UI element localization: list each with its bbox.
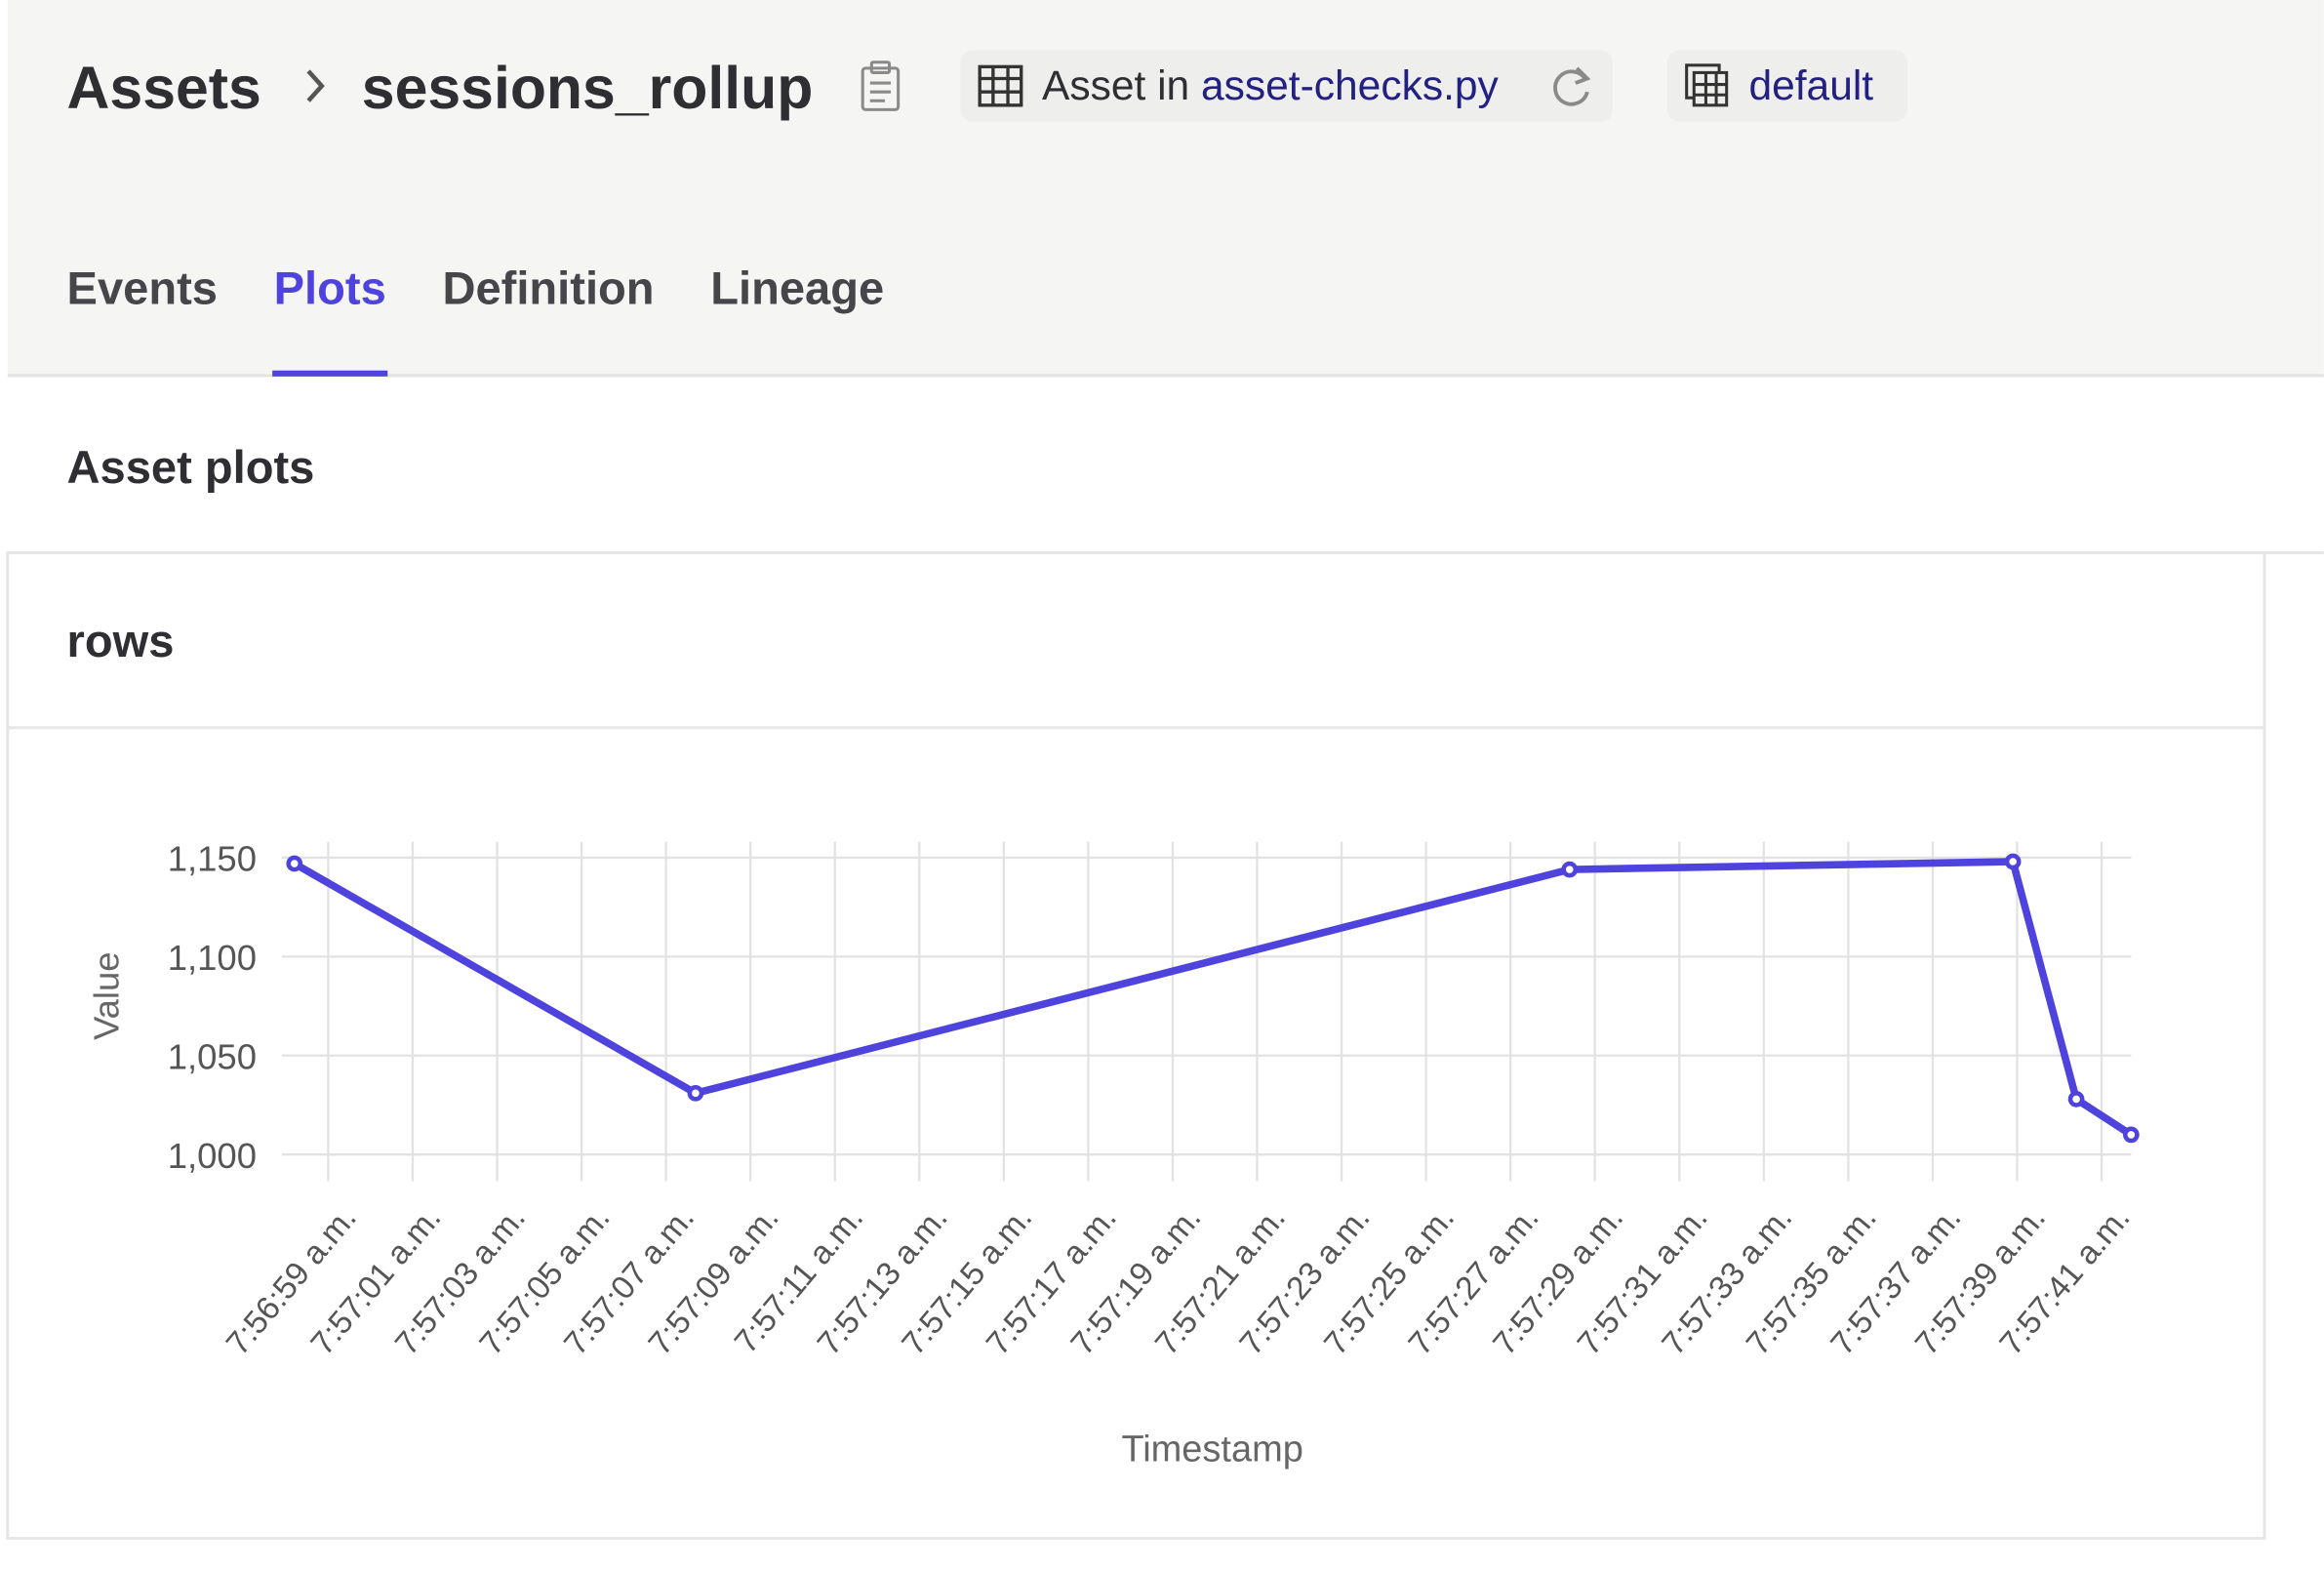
table-icon — [978, 64, 1023, 107]
data-point[interactable] — [2067, 1091, 2085, 1108]
y-tick-label: 1,100 — [168, 938, 257, 978]
location-link[interactable]: asset-checks.py — [1201, 63, 1500, 109]
data-point[interactable] — [687, 1084, 704, 1102]
tab[interactable]: Plots — [274, 262, 386, 313]
tab-bar: Events Plots Definition Lineage — [67, 262, 884, 377]
plot-card — [6, 551, 2266, 1541]
reload-icon[interactable] — [1553, 66, 1591, 106]
y-tick-label: 1,000 — [168, 1136, 257, 1176]
y-axis-label: Value — [87, 951, 127, 1039]
code-location-icon — [1685, 63, 1729, 107]
x-axis-label: Timestamp — [1121, 1430, 1302, 1470]
active-tab-indicator — [272, 370, 388, 377]
data-line — [292, 858, 2134, 1139]
section-title: Asset plots — [67, 441, 315, 493]
y-tick-label: 1,050 — [168, 1036, 257, 1076]
tab[interactable]: Definition — [442, 262, 654, 313]
copy-icon[interactable] — [861, 60, 901, 111]
plot-title: rows — [67, 615, 175, 666]
data-point[interactable] — [1561, 861, 1579, 878]
location-pill — [960, 50, 1613, 122]
y-tick-label: 1,150 — [168, 839, 257, 879]
code-location-link[interactable]: default — [1748, 63, 1873, 109]
data-point[interactable] — [286, 855, 303, 872]
data-point[interactable] — [2004, 853, 2022, 870]
data-point[interactable] — [2122, 1126, 2140, 1144]
breadcrumb-chevron — [306, 69, 325, 102]
location-prefix: Asset in — [1042, 63, 1189, 109]
tab[interactable]: Events — [67, 262, 218, 313]
breadcrumb-asset: sessions_rollup — [362, 55, 814, 121]
breadcrumb-root[interactable]: Assets — [67, 55, 261, 121]
tab[interactable]: Lineage — [710, 262, 884, 313]
location-text: Asset in asset-checks.py — [1042, 63, 1500, 109]
